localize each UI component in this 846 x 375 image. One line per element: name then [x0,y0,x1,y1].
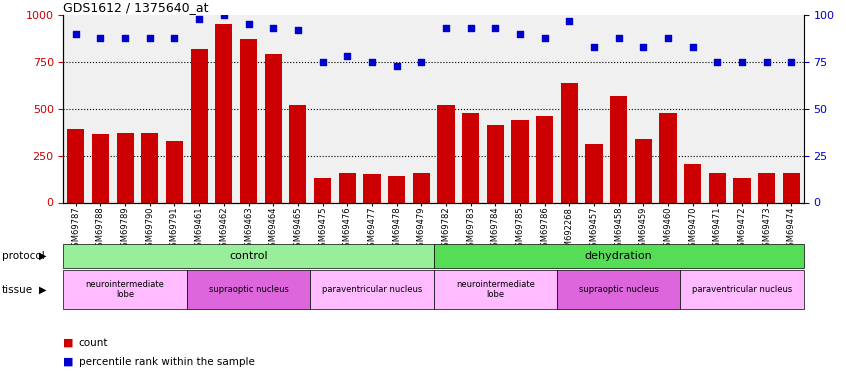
Bar [511,120,529,202]
Text: supraoptic nucleus: supraoptic nucleus [579,285,658,294]
Point [316,59,329,65]
Bar [166,141,183,202]
Text: count: count [79,338,108,348]
Bar [92,134,109,202]
Point [563,18,576,24]
Point [711,59,724,65]
Point [439,25,453,31]
Point [192,16,206,22]
Text: ■: ■ [63,357,74,367]
Point [636,44,650,50]
Point [340,53,354,59]
Bar [117,133,134,202]
Text: ■: ■ [63,338,74,348]
Point [587,44,601,50]
Bar [413,172,430,202]
Point [69,31,83,37]
Text: percentile rank within the sample: percentile rank within the sample [79,357,255,367]
Text: neurointermediate
lobe: neurointermediate lobe [85,280,165,299]
Text: ▶: ▶ [39,251,46,261]
Point [291,27,305,33]
Point [784,59,798,65]
Bar [437,105,454,202]
Text: tissue: tissue [2,285,33,295]
Bar [783,173,800,202]
Point [365,59,379,65]
Bar [314,178,331,203]
Point [168,34,181,40]
Text: neurointermediate
lobe: neurointermediate lobe [456,280,535,299]
Point [612,34,625,40]
Point [662,34,675,40]
Bar [684,164,701,202]
Bar [388,176,405,203]
Point [464,25,477,31]
Bar [536,116,553,202]
Bar [610,96,627,202]
Bar [190,49,208,202]
Bar [462,112,479,202]
Point [735,59,749,65]
Bar [338,173,356,202]
Point [217,12,231,18]
Text: supraoptic nucleus: supraoptic nucleus [209,285,288,294]
Text: control: control [229,251,268,261]
Point [686,44,700,50]
Bar [486,124,504,202]
Point [538,34,552,40]
Point [266,25,280,31]
Bar [561,82,578,203]
Text: paraventricular nucleus: paraventricular nucleus [692,285,792,294]
Point [415,59,428,65]
Point [390,63,404,69]
Bar [634,139,652,202]
Bar [265,54,282,202]
Bar [659,112,677,202]
Bar [363,174,381,202]
Text: paraventricular nucleus: paraventricular nucleus [321,285,422,294]
Point [242,21,255,27]
Point [94,34,107,40]
Bar [733,178,750,203]
Text: protocol: protocol [2,251,45,261]
Bar [585,144,602,202]
Bar [67,129,85,203]
Bar [215,24,233,202]
Bar [758,173,775,202]
Bar [289,105,306,202]
Point [514,31,527,37]
Text: GDS1612 / 1375640_at: GDS1612 / 1375640_at [63,1,209,14]
Bar [709,173,726,202]
Bar [141,133,158,202]
Text: ▶: ▶ [39,285,46,295]
Text: dehydration: dehydration [585,251,652,261]
Point [488,25,502,31]
Bar [240,39,257,203]
Point [760,59,773,65]
Point [143,34,157,40]
Point [118,34,132,40]
